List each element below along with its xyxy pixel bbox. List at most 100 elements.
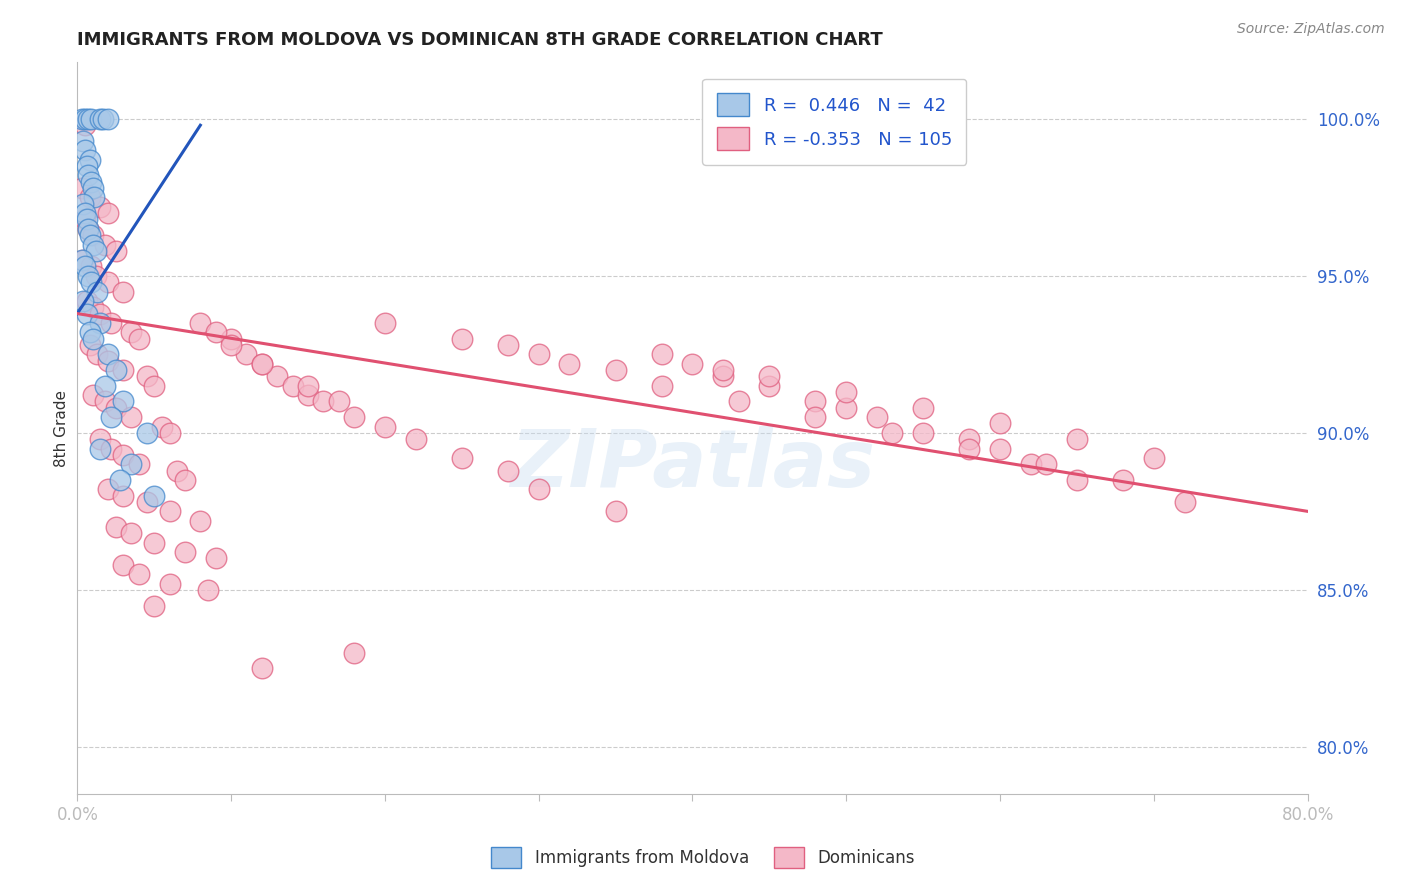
Point [135, 425, 157, 440]
Point [82, 388, 104, 402]
Point [73, 112, 96, 126]
Point [197, 582, 219, 597]
Point [89, 200, 111, 214]
Point [94, 394, 117, 409]
Point [711, 369, 734, 384]
Point [112, 448, 135, 462]
Point [120, 326, 142, 340]
Point [94, 237, 117, 252]
Point [93, 112, 115, 126]
Point [1112, 473, 1135, 487]
Point [250, 357, 273, 371]
Point [89, 307, 111, 321]
Point [150, 419, 173, 434]
Point [605, 363, 627, 377]
Point [988, 417, 1011, 431]
Point [77, 222, 100, 236]
Point [70, 112, 93, 126]
Point [190, 514, 212, 528]
Point [450, 332, 472, 346]
Point [374, 316, 396, 330]
Point [82, 237, 104, 252]
Point [727, 394, 749, 409]
Point [527, 347, 550, 361]
Point [97, 275, 120, 289]
Point [250, 661, 273, 675]
Point [94, 378, 117, 392]
Point [374, 419, 396, 434]
Point [159, 576, 181, 591]
Point [110, 473, 132, 487]
Point [496, 464, 519, 478]
Point [312, 394, 335, 409]
Point [100, 316, 122, 330]
Point [76, 307, 98, 321]
Point [128, 332, 150, 346]
Point [73, 118, 96, 132]
Point [804, 410, 827, 425]
Point [558, 357, 581, 371]
Point [80, 275, 103, 289]
Point [112, 285, 135, 299]
Point [84, 268, 107, 283]
Point [72, 196, 94, 211]
Point [866, 410, 889, 425]
Point [219, 332, 242, 346]
Point [83, 190, 105, 204]
Point [159, 425, 181, 440]
Point [174, 473, 197, 487]
Point [97, 353, 120, 368]
Point [82, 181, 104, 195]
Point [120, 457, 142, 471]
Point [190, 316, 212, 330]
Point [82, 228, 104, 243]
Point [912, 401, 935, 415]
Point [79, 228, 101, 243]
Point [1143, 450, 1166, 465]
Point [135, 369, 157, 384]
Point [76, 212, 98, 227]
Point [405, 432, 427, 446]
Point [143, 535, 166, 549]
Point [70, 253, 93, 268]
Point [758, 378, 780, 392]
Point [89, 112, 111, 126]
Point [143, 489, 166, 503]
Point [204, 326, 226, 340]
Point [1019, 457, 1042, 471]
Point [79, 153, 101, 167]
Point [73, 206, 96, 220]
Point [159, 504, 181, 518]
Point [450, 450, 472, 465]
Point [297, 378, 319, 392]
Point [104, 520, 127, 534]
Point [835, 401, 858, 415]
Point [76, 293, 98, 308]
Point [235, 347, 257, 361]
Point [76, 159, 98, 173]
Point [882, 425, 904, 440]
Y-axis label: 8th Grade: 8th Grade [53, 390, 69, 467]
Point [281, 378, 304, 392]
Point [97, 347, 120, 361]
Point [89, 316, 111, 330]
Point [89, 432, 111, 446]
Point [86, 285, 108, 299]
Point [143, 378, 166, 392]
Point [804, 394, 827, 409]
Point [104, 244, 127, 258]
Point [112, 489, 135, 503]
Point [496, 338, 519, 352]
Point [73, 212, 96, 227]
Point [1035, 457, 1057, 471]
Point [174, 545, 197, 559]
Point [682, 357, 704, 371]
Point [72, 293, 94, 308]
Point [758, 369, 780, 384]
Point [104, 363, 127, 377]
Point [70, 181, 93, 195]
Point [651, 378, 673, 392]
Point [527, 483, 550, 497]
Point [82, 301, 104, 315]
Point [128, 567, 150, 582]
